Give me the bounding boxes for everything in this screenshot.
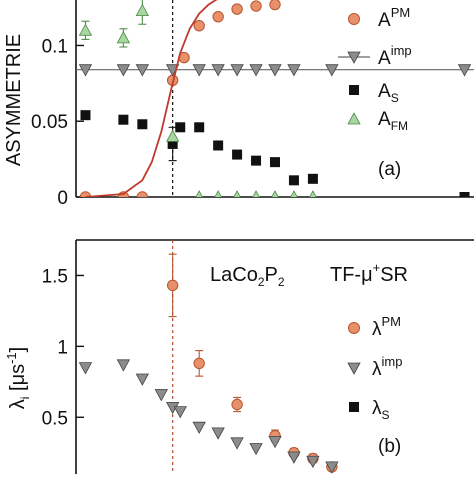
legend-b-s-label: λS <box>372 398 390 422</box>
panel-a-s-point <box>459 192 470 197</box>
panel-a: 0 0.05 0.1 ASYMMETRIE (a) APM Aimp AS AFM <box>3 0 474 209</box>
legend-b-pm-label: λPM <box>372 314 401 340</box>
legend-a-imp-marker <box>347 51 361 64</box>
panel-a-fm-point <box>290 190 298 197</box>
panel-b-imp-point <box>287 451 301 464</box>
panel-a-fm-point <box>233 190 241 197</box>
panel-b-title-method: TF-μ+SR <box>330 260 408 286</box>
panel-a-imp-point <box>135 64 150 77</box>
panel-a-s-point <box>167 138 178 149</box>
panel-b-imp-point <box>211 427 225 440</box>
panel-a-ylabel: ASYMMETRIE <box>3 34 25 166</box>
panel-a-s-point <box>137 119 148 130</box>
panel-a-pm-point <box>250 0 262 12</box>
legend-a-pm-marker <box>348 13 360 25</box>
panel-a-fm-point <box>252 190 260 197</box>
panel-b-imp-point <box>154 389 168 402</box>
panel-b-imp-point <box>230 437 244 450</box>
panel-a-imp-point <box>287 64 301 77</box>
panel-b-ylabel: λi [μs-1] <box>4 347 32 409</box>
panel-a-s-point <box>288 175 299 186</box>
panel-a-pm-point <box>79 191 92 197</box>
panel-b-imp-point <box>268 435 282 449</box>
panel-b-pm-point <box>231 398 243 411</box>
panel-b-tag: (b) <box>378 436 401 457</box>
legend-a-fm-marker <box>347 112 361 125</box>
legend-b-pm-marker <box>348 322 360 334</box>
panel-a-pm-point <box>269 0 281 11</box>
panel-a-imp-point <box>116 64 131 77</box>
panel-a-ticks: 0 0.05 0.1 <box>31 36 84 209</box>
legend-a-s-marker <box>349 85 359 95</box>
panel-a-s-point <box>194 122 205 133</box>
panel-b-imp-point <box>306 455 320 469</box>
panel-a-marks <box>76 0 474 197</box>
panel-b-imp-point <box>116 359 131 372</box>
panel-a-ytick-label: 0.05 <box>31 112 68 133</box>
panel-b-title-compound: LaCo2P2 <box>210 264 285 289</box>
panel-b-imp-point <box>192 421 206 435</box>
panel-a-imp-point <box>249 64 263 77</box>
panel-a-pm-point <box>212 10 224 23</box>
legend-b-imp-marker <box>347 362 361 375</box>
legend-a-pm-label: APM <box>378 5 410 31</box>
panel-a-pm-point <box>193 20 205 32</box>
panel-b-marks <box>78 240 339 474</box>
panel-a-imp-point <box>230 64 244 77</box>
panel-a-imp-point <box>211 64 225 77</box>
legend-b-s-marker <box>349 402 359 412</box>
panel-b-pm-point <box>193 357 205 370</box>
panel-b-imp-point <box>325 461 339 474</box>
panel-a-ytick-label: 0 <box>57 188 68 209</box>
panel-a-fm-point <box>214 190 222 197</box>
panel-a-imp-point <box>78 64 93 77</box>
panel-a-fm-point <box>271 190 279 197</box>
panel-a-imp-point <box>325 64 339 77</box>
panel-b-ticks: 0.5 1 1.5 <box>42 266 84 429</box>
panel-b-imp-point <box>249 443 263 456</box>
panel-a-fm-point <box>78 23 93 36</box>
panel-a-fm-point <box>165 129 180 142</box>
panel-b-pm-point <box>166 279 179 292</box>
panel-b-ytick-label: 1.5 <box>42 266 68 287</box>
panel-a-imp-point <box>268 64 282 77</box>
panel-a-fm-point <box>116 31 131 44</box>
legend-a-s-label: AS <box>378 81 399 105</box>
panel-a-fm-point <box>309 190 317 197</box>
panel-b-ytick-label: 0.5 <box>42 408 68 429</box>
panel-b-imp-point <box>78 362 93 375</box>
panel-a-s-point <box>80 110 91 121</box>
legend-a: APM Aimp AS AFM <box>338 5 412 133</box>
panel-a-imp-point <box>457 64 472 77</box>
panel-b-imp-point <box>173 406 187 419</box>
panel-b-ytick-label: 1 <box>57 337 68 358</box>
panel-a-pm-point <box>136 191 149 197</box>
panel-b-imp-point <box>135 373 150 386</box>
legend-a-imp-label: Aimp <box>378 43 412 69</box>
panel-a-fm-point <box>135 3 150 17</box>
panel-a-pm-point <box>231 3 243 15</box>
panel-a-fm-point <box>195 190 203 197</box>
panel-a-s-point <box>307 173 318 184</box>
panel-b: 0.5 1 1.5 λi [μs-1] LaCo2P2 TF-μ+SR (b) λP… <box>4 239 474 474</box>
panel-a-s-point <box>232 149 243 160</box>
panel-a-s-point <box>213 140 224 151</box>
panel-a-fit-curve <box>85 0 218 197</box>
panel-a-s-point <box>118 114 129 125</box>
panel-a-s-point <box>270 157 280 168</box>
panel-a-imp-point <box>192 64 206 77</box>
panel-a-tag: (a) <box>378 159 401 180</box>
panel-a-s-point <box>251 155 262 166</box>
panel-a-s-point <box>175 122 186 133</box>
panel-a-ytick-label: 0.1 <box>42 36 68 57</box>
legend-b: λPM λimp λS <box>347 314 402 422</box>
legend-b-imp-label: λimp <box>372 354 402 380</box>
legend-a-fm-label: AFM <box>378 109 408 133</box>
